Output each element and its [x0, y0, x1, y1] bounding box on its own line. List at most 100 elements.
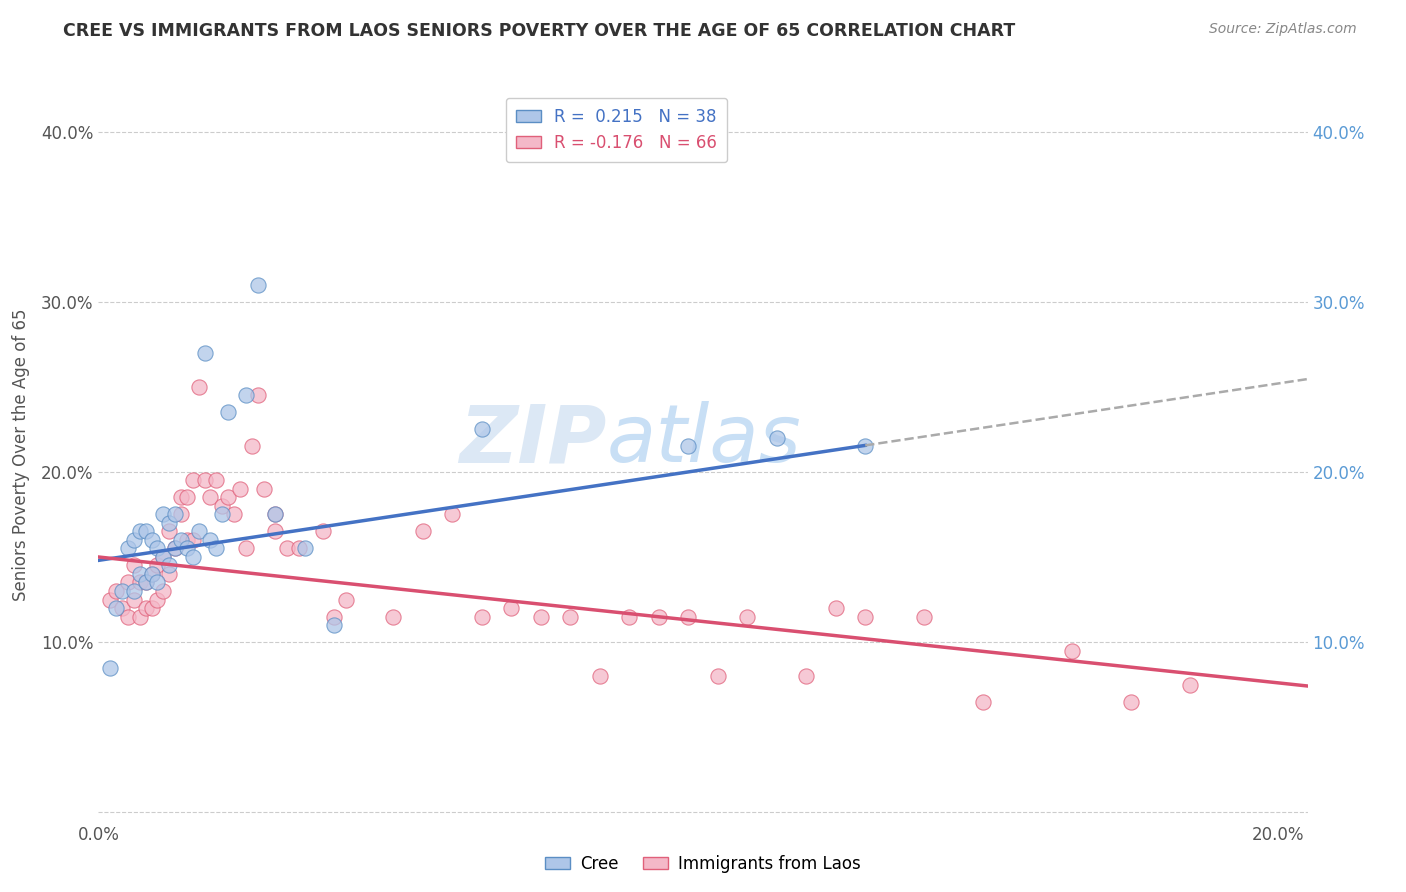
Point — [235, 541, 257, 556]
Point — [194, 474, 217, 488]
Point — [128, 566, 150, 581]
Point — [240, 439, 263, 453]
Point — [765, 431, 787, 445]
Point — [157, 566, 180, 581]
Point — [170, 533, 193, 547]
Point — [165, 541, 187, 556]
Point — [264, 524, 287, 539]
Point — [619, 609, 641, 624]
Point — [181, 549, 204, 564]
Point — [176, 491, 198, 505]
Point — [122, 592, 145, 607]
Point — [98, 660, 121, 674]
Point — [412, 524, 434, 539]
Point — [194, 346, 217, 360]
Point — [972, 695, 994, 709]
Point — [152, 549, 174, 564]
Text: ZIP: ZIP — [458, 401, 606, 479]
Point — [382, 609, 405, 624]
Point — [128, 524, 150, 539]
Point — [1178, 677, 1201, 691]
Point — [128, 609, 150, 624]
Point — [264, 508, 287, 522]
Legend: Cree, Immigrants from Laos: Cree, Immigrants from Laos — [538, 848, 868, 880]
Point — [323, 609, 346, 624]
Point — [211, 508, 233, 522]
Point — [229, 482, 252, 496]
Point — [152, 549, 174, 564]
Point — [1060, 643, 1083, 657]
Point — [853, 439, 876, 453]
Point — [501, 601, 523, 615]
Point — [205, 541, 228, 556]
Point — [235, 388, 257, 402]
Point — [181, 474, 204, 488]
Point — [135, 601, 157, 615]
Y-axis label: Seniors Poverty Over the Age of 65: Seniors Poverty Over the Age of 65 — [11, 309, 30, 601]
Point — [141, 566, 163, 581]
Point — [706, 669, 728, 683]
Point — [187, 524, 209, 539]
Point — [170, 491, 193, 505]
Point — [853, 609, 876, 624]
Point — [157, 516, 180, 530]
Point — [135, 575, 157, 590]
Point — [648, 609, 671, 624]
Point — [335, 592, 357, 607]
Point — [323, 618, 346, 632]
Point — [176, 533, 198, 547]
Legend: R =  0.215   N = 38, R = -0.176   N = 66: R = 0.215 N = 38, R = -0.176 N = 66 — [506, 97, 727, 161]
Point — [122, 533, 145, 547]
Point — [141, 601, 163, 615]
Point — [146, 541, 169, 556]
Point — [146, 575, 169, 590]
Point — [157, 524, 180, 539]
Point — [264, 508, 287, 522]
Point — [471, 609, 494, 624]
Point — [252, 482, 274, 496]
Point — [176, 541, 198, 556]
Point — [187, 380, 209, 394]
Point — [530, 609, 553, 624]
Point — [205, 474, 228, 488]
Text: Source: ZipAtlas.com: Source: ZipAtlas.com — [1209, 22, 1357, 37]
Point — [165, 508, 187, 522]
Point — [678, 439, 700, 453]
Point — [211, 499, 233, 513]
Point — [735, 609, 758, 624]
Point — [165, 541, 187, 556]
Point — [200, 533, 222, 547]
Point — [794, 669, 817, 683]
Point — [294, 541, 316, 556]
Point — [128, 575, 150, 590]
Point — [105, 584, 128, 599]
Point — [222, 508, 245, 522]
Point — [141, 566, 163, 581]
Point — [117, 541, 139, 556]
Text: CREE VS IMMIGRANTS FROM LAOS SENIORS POVERTY OVER THE AGE OF 65 CORRELATION CHAR: CREE VS IMMIGRANTS FROM LAOS SENIORS POV… — [63, 22, 1015, 40]
Point — [105, 601, 128, 615]
Point — [157, 558, 180, 573]
Point — [181, 533, 204, 547]
Point — [912, 609, 935, 624]
Point — [200, 491, 222, 505]
Point — [141, 533, 163, 547]
Point — [117, 575, 139, 590]
Text: atlas: atlas — [606, 401, 801, 479]
Point — [152, 508, 174, 522]
Point — [276, 541, 298, 556]
Point — [146, 592, 169, 607]
Point — [111, 601, 134, 615]
Point — [146, 558, 169, 573]
Point — [288, 541, 311, 556]
Point — [122, 558, 145, 573]
Point — [441, 508, 464, 522]
Point — [678, 609, 700, 624]
Point — [1119, 695, 1142, 709]
Point — [589, 669, 612, 683]
Point — [98, 592, 121, 607]
Point — [217, 405, 239, 419]
Point — [471, 422, 494, 436]
Point — [152, 584, 174, 599]
Point — [824, 601, 846, 615]
